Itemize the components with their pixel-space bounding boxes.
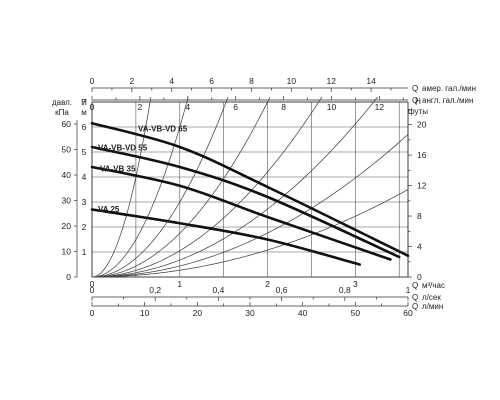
x-bottom-ls-tick: 0,4 [212,285,224,295]
y-tick-head-m: 5 [82,147,87,157]
y-tick-kpa: 60 [62,119,72,129]
pump-curve-va-vb-vd-55 [90,145,401,259]
y-label-ft: футы [408,107,428,116]
series-label-va-vb-vd-55: VA-VB-VD 55 [98,143,148,152]
x-bottom-ls-tick: 0 [90,285,95,295]
x-top-usgpm-tick: 6 [209,76,214,86]
y-tick-ft: 4 [417,242,422,252]
series-label-va-vb-35: VA-VB 35 [100,164,136,173]
x-bottom-lmin-label-unit: л/мин [422,302,443,311]
system-curve [92,189,409,278]
y-tick-head-m: 6 [82,122,87,132]
system-curve [92,134,409,278]
x-bottom-ls-label-q: Q [412,293,418,302]
chart-axes: 12345670102030405060давл.кПаHм048121620H… [52,76,476,318]
x-bottom-ls-tick: 0,8 [339,285,351,295]
x-top-ukgpm-tick: 4 [185,102,190,112]
system-curve [91,96,152,278]
x-bottom-lmin-label-q: Q [412,302,418,311]
y-tick-ft: 16 [417,150,427,160]
y-tick-ft: 8 [417,211,422,221]
x-top-usgpm-tick: 10 [287,76,297,86]
pump-curve-va-vb-vd-65 [90,121,410,258]
x-top-ukgpm-label-unit: англ. гал./мин [422,96,473,105]
y-tick-head-m: 7 [82,97,87,107]
x-top-ukgpm-tick: 6 [233,102,238,112]
x-bottom-lmin-tick: 50 [351,308,361,318]
y-tick-head-m: 2 [82,222,87,232]
pump-curve-va-vb-35 [90,165,392,261]
y-label-pressure: давл. [52,98,72,107]
x-bottom-lmin-tick: 0 [90,308,95,318]
x-bottom-lmin-tick: 30 [245,308,255,318]
y-label-right-h: H [415,97,421,106]
y-tick-kpa: 0 [66,272,71,282]
x-tick-m3h: 0 [90,279,95,289]
y-tick-head-m: 3 [82,197,87,207]
x-bottom-lmin-tick: 20 [193,308,203,318]
x-top-usgpm-tick: 12 [326,76,336,86]
y-label-kpa: кПа [55,108,69,117]
y-tick-ft: 20 [417,120,427,130]
x-top-usgpm-label-unit: амер. гал./мин [422,84,476,93]
y-tick-kpa: 20 [62,221,72,231]
x-bottom-ls-tick: 0,2 [149,285,161,295]
y-tick-ft: 12 [417,181,427,191]
y-tick-kpa: 30 [62,196,72,206]
x-top-ukgpm-tick: 8 [281,102,286,112]
x-top-ukgpm-label-q: Q [412,96,418,105]
system-curve [91,96,229,278]
x-tick-m3h: 1 [177,279,182,289]
y-tick-kpa: 40 [62,170,72,180]
x-top-ukgpm-tick: 10 [327,102,337,112]
y-tick-kpa: 10 [62,247,72,257]
y-tick-head-m: 4 [82,172,87,182]
x-top-ukgpm-tick: 0 [90,102,95,112]
y-label-m: м [81,108,87,117]
series-label-va-vb-vd-65: VA-VB-VD 65 [138,125,188,134]
x-top-usgpm-tick: 2 [130,76,135,86]
x-bottom-ls-tick: 1 [406,285,411,295]
x-top-usgpm-tick: 0 [90,76,95,86]
system-curve [91,96,323,278]
x-tick-m3h: 3 [353,279,358,289]
x-label-m3h-unit: м³/час [422,281,445,290]
x-bottom-lmin-tick: 10 [140,308,150,318]
x-bottom-ls-label-unit: л/сек [422,293,441,302]
x-top-usgpm-tick: 4 [169,76,174,86]
x-bottom-ls-tick: 0,6 [276,285,288,295]
system-curve [91,96,378,278]
x-top-ukgpm-tick: 2 [138,102,143,112]
x-top-usgpm-label-q: Q [412,84,418,93]
pump-curves [90,121,410,266]
y-tick-ft: 0 [417,272,422,282]
y-tick-head-m: 1 [82,247,87,257]
x-label-m3h-q: Q [412,281,418,290]
system-curve [91,96,189,278]
x-top-usgpm-tick: 8 [249,76,254,86]
chart-labels: VA 25 VA-VB 35 VA-VB-VD 55 VA-VB-VD 65 [98,125,188,214]
x-top-usgpm-tick: 14 [366,76,376,86]
system-curve [91,96,271,278]
y-tick-kpa: 50 [62,145,72,155]
x-bottom-lmin-tick: 60 [403,308,413,318]
x-top-ukgpm-tick: 12 [375,102,385,112]
y-label-head: H [81,98,87,107]
series-label-va-25: VA 25 [98,205,120,214]
x-bottom-lmin-tick: 40 [298,308,308,318]
x-tick-m3h: 2 [265,279,270,289]
pump-curve-va-25 [90,208,362,266]
